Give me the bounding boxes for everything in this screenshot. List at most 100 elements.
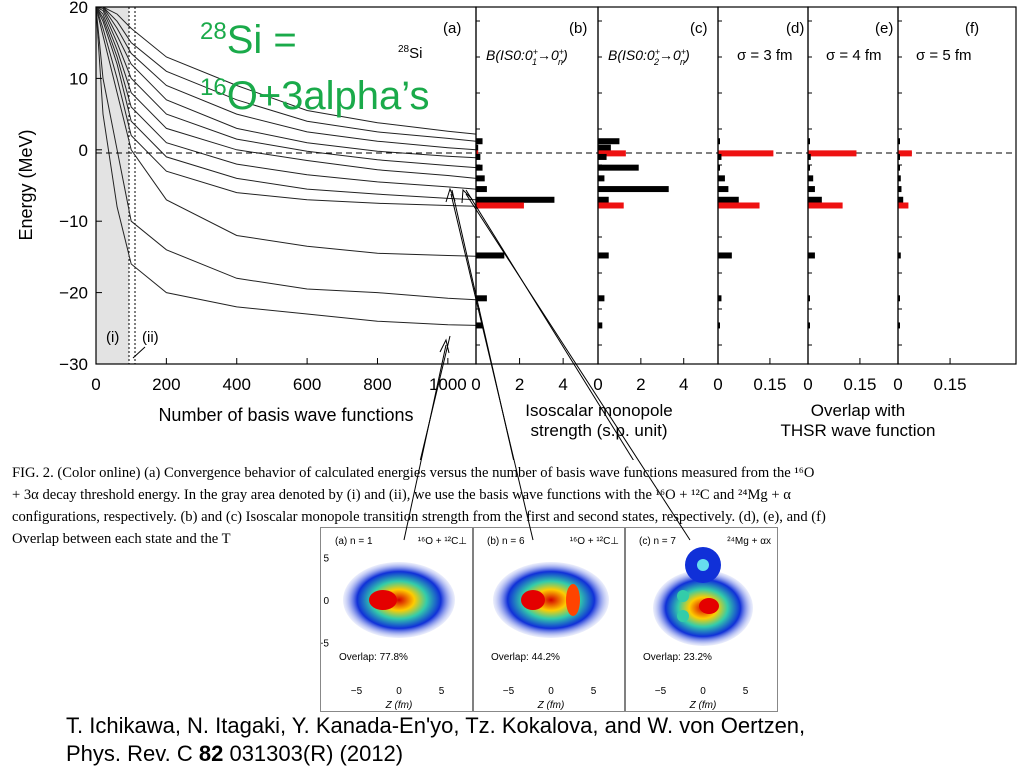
inset-overlap: Overlap: 23.2%: [643, 652, 712, 663]
def-xlabel-line1: Overlap with: [811, 401, 905, 420]
x-tick-label: 0.15: [753, 375, 786, 394]
panel-b-label: (b): [569, 20, 587, 37]
strength-bar: [808, 150, 857, 157]
panel-f: 0 0.15: [893, 6, 1017, 394]
inset-x-label: Z (fm): [537, 700, 565, 711]
strength-bar: [898, 202, 909, 209]
strength-bar: [598, 153, 607, 160]
caption-line-3: configurations, respectively. (b) and (c…: [12, 509, 826, 525]
x-tick-label: 400: [223, 375, 251, 394]
x-tick-label: 4: [558, 375, 567, 394]
density-core: [699, 598, 719, 614]
strength-bar: [476, 322, 483, 329]
strength-bar: [598, 202, 624, 209]
x-tick-label: 0: [893, 375, 902, 394]
strength-bar: [898, 252, 901, 259]
density-inset-2: (b) n = 6 ¹⁶O + ¹²C⊥ Overlap: 44.2% −5 0 5 Z (…: [472, 528, 619, 711]
strength-bar: [476, 175, 485, 182]
inset-x-tick: −5: [351, 686, 363, 697]
reference-line-2: Phys. Rev. C 82 031303(R) (2012): [66, 741, 404, 766]
x-tick-label: 0.15: [843, 375, 876, 394]
x-tick-label: 800: [363, 375, 391, 394]
y-tick-label: 0: [79, 141, 88, 160]
reference: T. Ichikawa, N. Itagaki, Y. Kanada-En'yo…: [66, 712, 1016, 768]
x-tick-label: 0.15: [934, 375, 967, 394]
strength-bar: [808, 196, 822, 203]
density-core: [677, 590, 689, 602]
density-blob: [493, 562, 609, 638]
region-ii-label: (ii): [142, 329, 159, 346]
energy-curve-3: [95, 6, 477, 257]
panel-a-label: (a): [443, 20, 461, 37]
panel-d: 0 0.15: [713, 6, 809, 394]
inset-label: (b) n = 6: [487, 536, 525, 547]
inset-x-label: Z (fm): [385, 700, 413, 711]
x-tick-label: 0: [91, 375, 100, 394]
x-tick-label: 600: [293, 375, 321, 394]
density-core: [566, 584, 580, 616]
inset-x-tick: −5: [655, 686, 667, 697]
panel-f-sigma: σ = 5 fm: [916, 47, 972, 64]
strength-bar: [598, 175, 605, 182]
insets-svg: (a) n = 1 ¹⁶O + ¹²C⊥ Overlap: 77.8% −5 0 5 Z (…: [305, 528, 771, 711]
x-tick-label: 0: [593, 375, 602, 394]
strength-bar: [598, 252, 609, 259]
strength-bar: [808, 153, 811, 160]
energy-curve-12: [96, 6, 477, 135]
strength-bar: [598, 186, 669, 193]
panel-e: 0 0.15: [803, 6, 899, 394]
strength-bar: [718, 252, 732, 259]
panel-c-title: B(IS0:0+ 2→0+ n): [608, 47, 690, 67]
inset-x-tick: 0: [396, 686, 402, 697]
x-tick-label: 2: [636, 375, 645, 394]
panel-b-title: B(IS0:0+ 1→0+ n): [486, 47, 568, 67]
strength-bar: [718, 186, 729, 193]
panel-e-sigma: σ = 4 fm: [826, 47, 882, 64]
def-xlabel-line2: THSR wave function: [781, 421, 936, 440]
strength-bar: [476, 252, 505, 259]
y-tick-label: −30: [59, 355, 88, 374]
strength-bar: [898, 153, 900, 160]
strength-bar: [718, 164, 720, 171]
strength-bar: [898, 322, 900, 329]
panel-f-label: (f): [965, 20, 979, 37]
strength-bar: [718, 196, 739, 203]
strength-bar: [476, 164, 483, 171]
strength-bar: [898, 150, 912, 157]
strength-bar: [476, 202, 524, 209]
strength-bar: [476, 186, 487, 193]
overlay-title: 28Si = 16O+3alpha’s: [200, 8, 429, 120]
inset-x-tick: 0: [548, 686, 554, 697]
panel-frame: [897, 6, 1017, 365]
strength-bar: [898, 175, 901, 182]
strength-bar: [808, 322, 810, 329]
energy-curve-8: [95, 6, 477, 169]
alpha-core: [697, 559, 709, 571]
strength-bar: [598, 295, 605, 302]
reference-line-1: T. Ichikawa, N. Itagaki, Y. Kanada-En'yo…: [66, 713, 806, 738]
overlay-line-1: Si =: [226, 18, 297, 62]
density-core: [369, 590, 397, 610]
inset-x-tick: 0: [700, 686, 706, 697]
y-axis-ticks: 20 10 0 −10 −20 −30: [59, 0, 102, 374]
density-insets: (a) n = 1 ¹⁶O + ¹²C⊥ Overlap: 77.8% −5 0 5 Z (…: [305, 527, 778, 712]
caption-line-2: + 3α decay threshold energy. In the gray…: [12, 487, 791, 503]
strength-bar: [808, 202, 843, 209]
bc-xlabel-line2: strength (s.p. unit): [530, 421, 667, 440]
inset-x-label: Z (fm): [689, 700, 717, 711]
panel-e-label: (e): [875, 20, 893, 37]
x-tick-label: 200: [152, 375, 180, 394]
inset-label: (a) n = 1: [335, 536, 373, 547]
y-tick-label: −10: [59, 212, 88, 231]
strength-bar: [898, 138, 900, 145]
inset-overlap: Overlap: 77.8%: [339, 652, 408, 663]
strength-bar: [808, 295, 810, 302]
strength-bar: [476, 196, 555, 203]
region-ii-arrow: [132, 346, 146, 359]
panel-d-label: (d): [786, 20, 804, 37]
y-axis-label: Energy (MeV): [16, 129, 36, 240]
strength-bar: [598, 138, 620, 145]
inset-y-tick: −5: [321, 639, 329, 650]
energy-curve-10: [96, 6, 477, 151]
